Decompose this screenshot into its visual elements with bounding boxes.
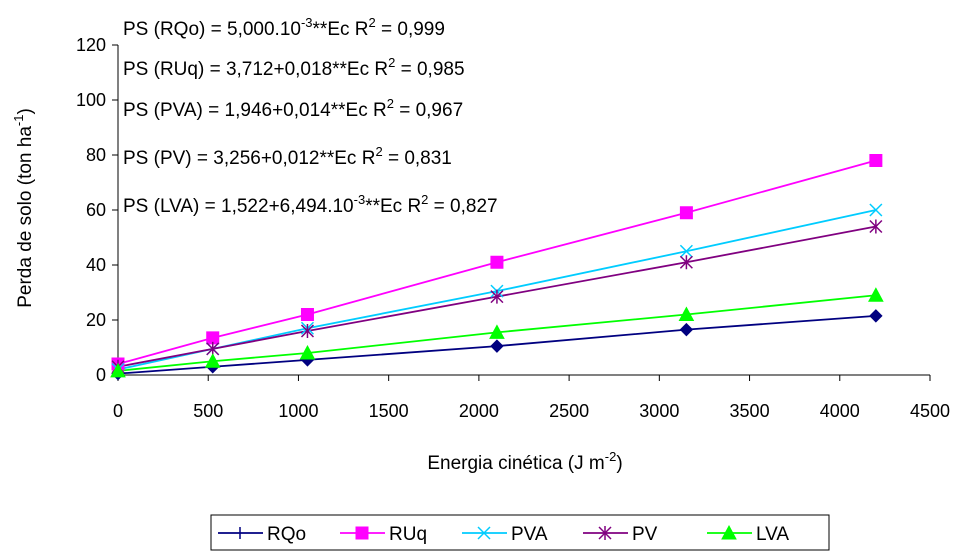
- y-tick-label: 0: [96, 365, 106, 385]
- equation-annotation: PS (PVA) = 1,946+0,014**Ec R2 = 0,967: [123, 96, 463, 121]
- x-tick-label: 4500: [910, 401, 950, 421]
- data-point-ruq: [679, 206, 693, 220]
- data-point-ruq: [490, 255, 504, 269]
- equation-annotations: PS (RQo) = 5,000.10-3**Ec R2 = 0,999 PS (…: [123, 15, 498, 217]
- y-tick-label: 20: [86, 310, 106, 330]
- series-layer: [110, 154, 884, 381]
- x-tick-label: 3000: [639, 401, 679, 421]
- data-point-rqo: [490, 339, 504, 353]
- data-point-pva: [869, 203, 883, 217]
- data-point-lva: [678, 306, 695, 321]
- x-axis-label: Energia cinética (J m-2): [427, 449, 622, 474]
- data-point-lva: [204, 353, 221, 368]
- equation-annotation: PS (RQo) = 5,000.10-3**Ec R2 = 0,999: [123, 15, 445, 40]
- equation-annotation: PS (PV) = 3,256+0,012**Ec R2 = 0,831: [123, 144, 452, 169]
- series-line-lva: [117, 294, 876, 372]
- legend-label-pva: PVA: [511, 524, 548, 545]
- legend: RQo RUq PVA PV LVA: [210, 514, 830, 551]
- x-tick-label: 2000: [459, 401, 499, 421]
- x-tick-label: 1000: [278, 401, 318, 421]
- data-point-pv: [300, 324, 314, 338]
- x-tick-label: 500: [193, 401, 223, 421]
- data-point-pva: [679, 244, 693, 258]
- tick-labels: 0 20 40 60 80 100 120 0 500 1000 1500 2000 2500 3000 3…: [76, 35, 950, 421]
- legend-label-rqo: RQo: [267, 524, 306, 545]
- y-tick-label: 120: [76, 35, 106, 55]
- data-point-lva: [489, 324, 505, 339]
- equation-annotation: PS (LVA) = 1,522+6,494.10-3**Ec R2 = 0,8…: [123, 192, 498, 217]
- data-point-ruq: [869, 154, 883, 167]
- y-tick-label: 60: [86, 200, 106, 220]
- data-point-ruq: [300, 308, 314, 321]
- series-line-rqo: [117, 314, 876, 375]
- y-axis-label: Perda de solo (ton ha-1): [11, 108, 36, 308]
- series-line-pv: [117, 225, 877, 368]
- data-point-pv: [869, 219, 883, 234]
- data-point-lva: [299, 344, 316, 360]
- axes: [112, 44, 931, 381]
- series-line-ruq: [117, 159, 877, 365]
- equation-annotation: PS (RUq) = 3,712+0,018**Ec R2 = 0,985: [123, 55, 465, 80]
- x-tick-label: 1500: [369, 401, 409, 421]
- legend-marker-pva: [477, 526, 491, 540]
- legend-marker-ruq: [355, 526, 369, 540]
- data-point-pv: [679, 255, 693, 270]
- data-point-pv: [490, 289, 504, 304]
- legend-label-lva: LVA: [756, 524, 789, 545]
- y-tick-label: 80: [86, 145, 106, 165]
- x-tick-label: 0: [113, 401, 123, 421]
- x-tick-label: 3500: [730, 401, 770, 421]
- y-tick-label: 100: [76, 90, 106, 110]
- x-tick-label: 2500: [549, 401, 589, 421]
- y-tick-label: 40: [86, 255, 106, 275]
- x-tick-label: 4000: [820, 401, 860, 421]
- data-point-rqo: [869, 309, 883, 323]
- legend-marker-pv: [598, 526, 612, 540]
- data-point-lva: [110, 362, 126, 378]
- legend-label-pv: PV: [632, 524, 658, 545]
- data-point-lva: [868, 287, 884, 302]
- data-point-rqo: [679, 322, 694, 337]
- legend-marker-lva: [721, 524, 737, 540]
- legend-label-ruq: RUq: [389, 524, 427, 545]
